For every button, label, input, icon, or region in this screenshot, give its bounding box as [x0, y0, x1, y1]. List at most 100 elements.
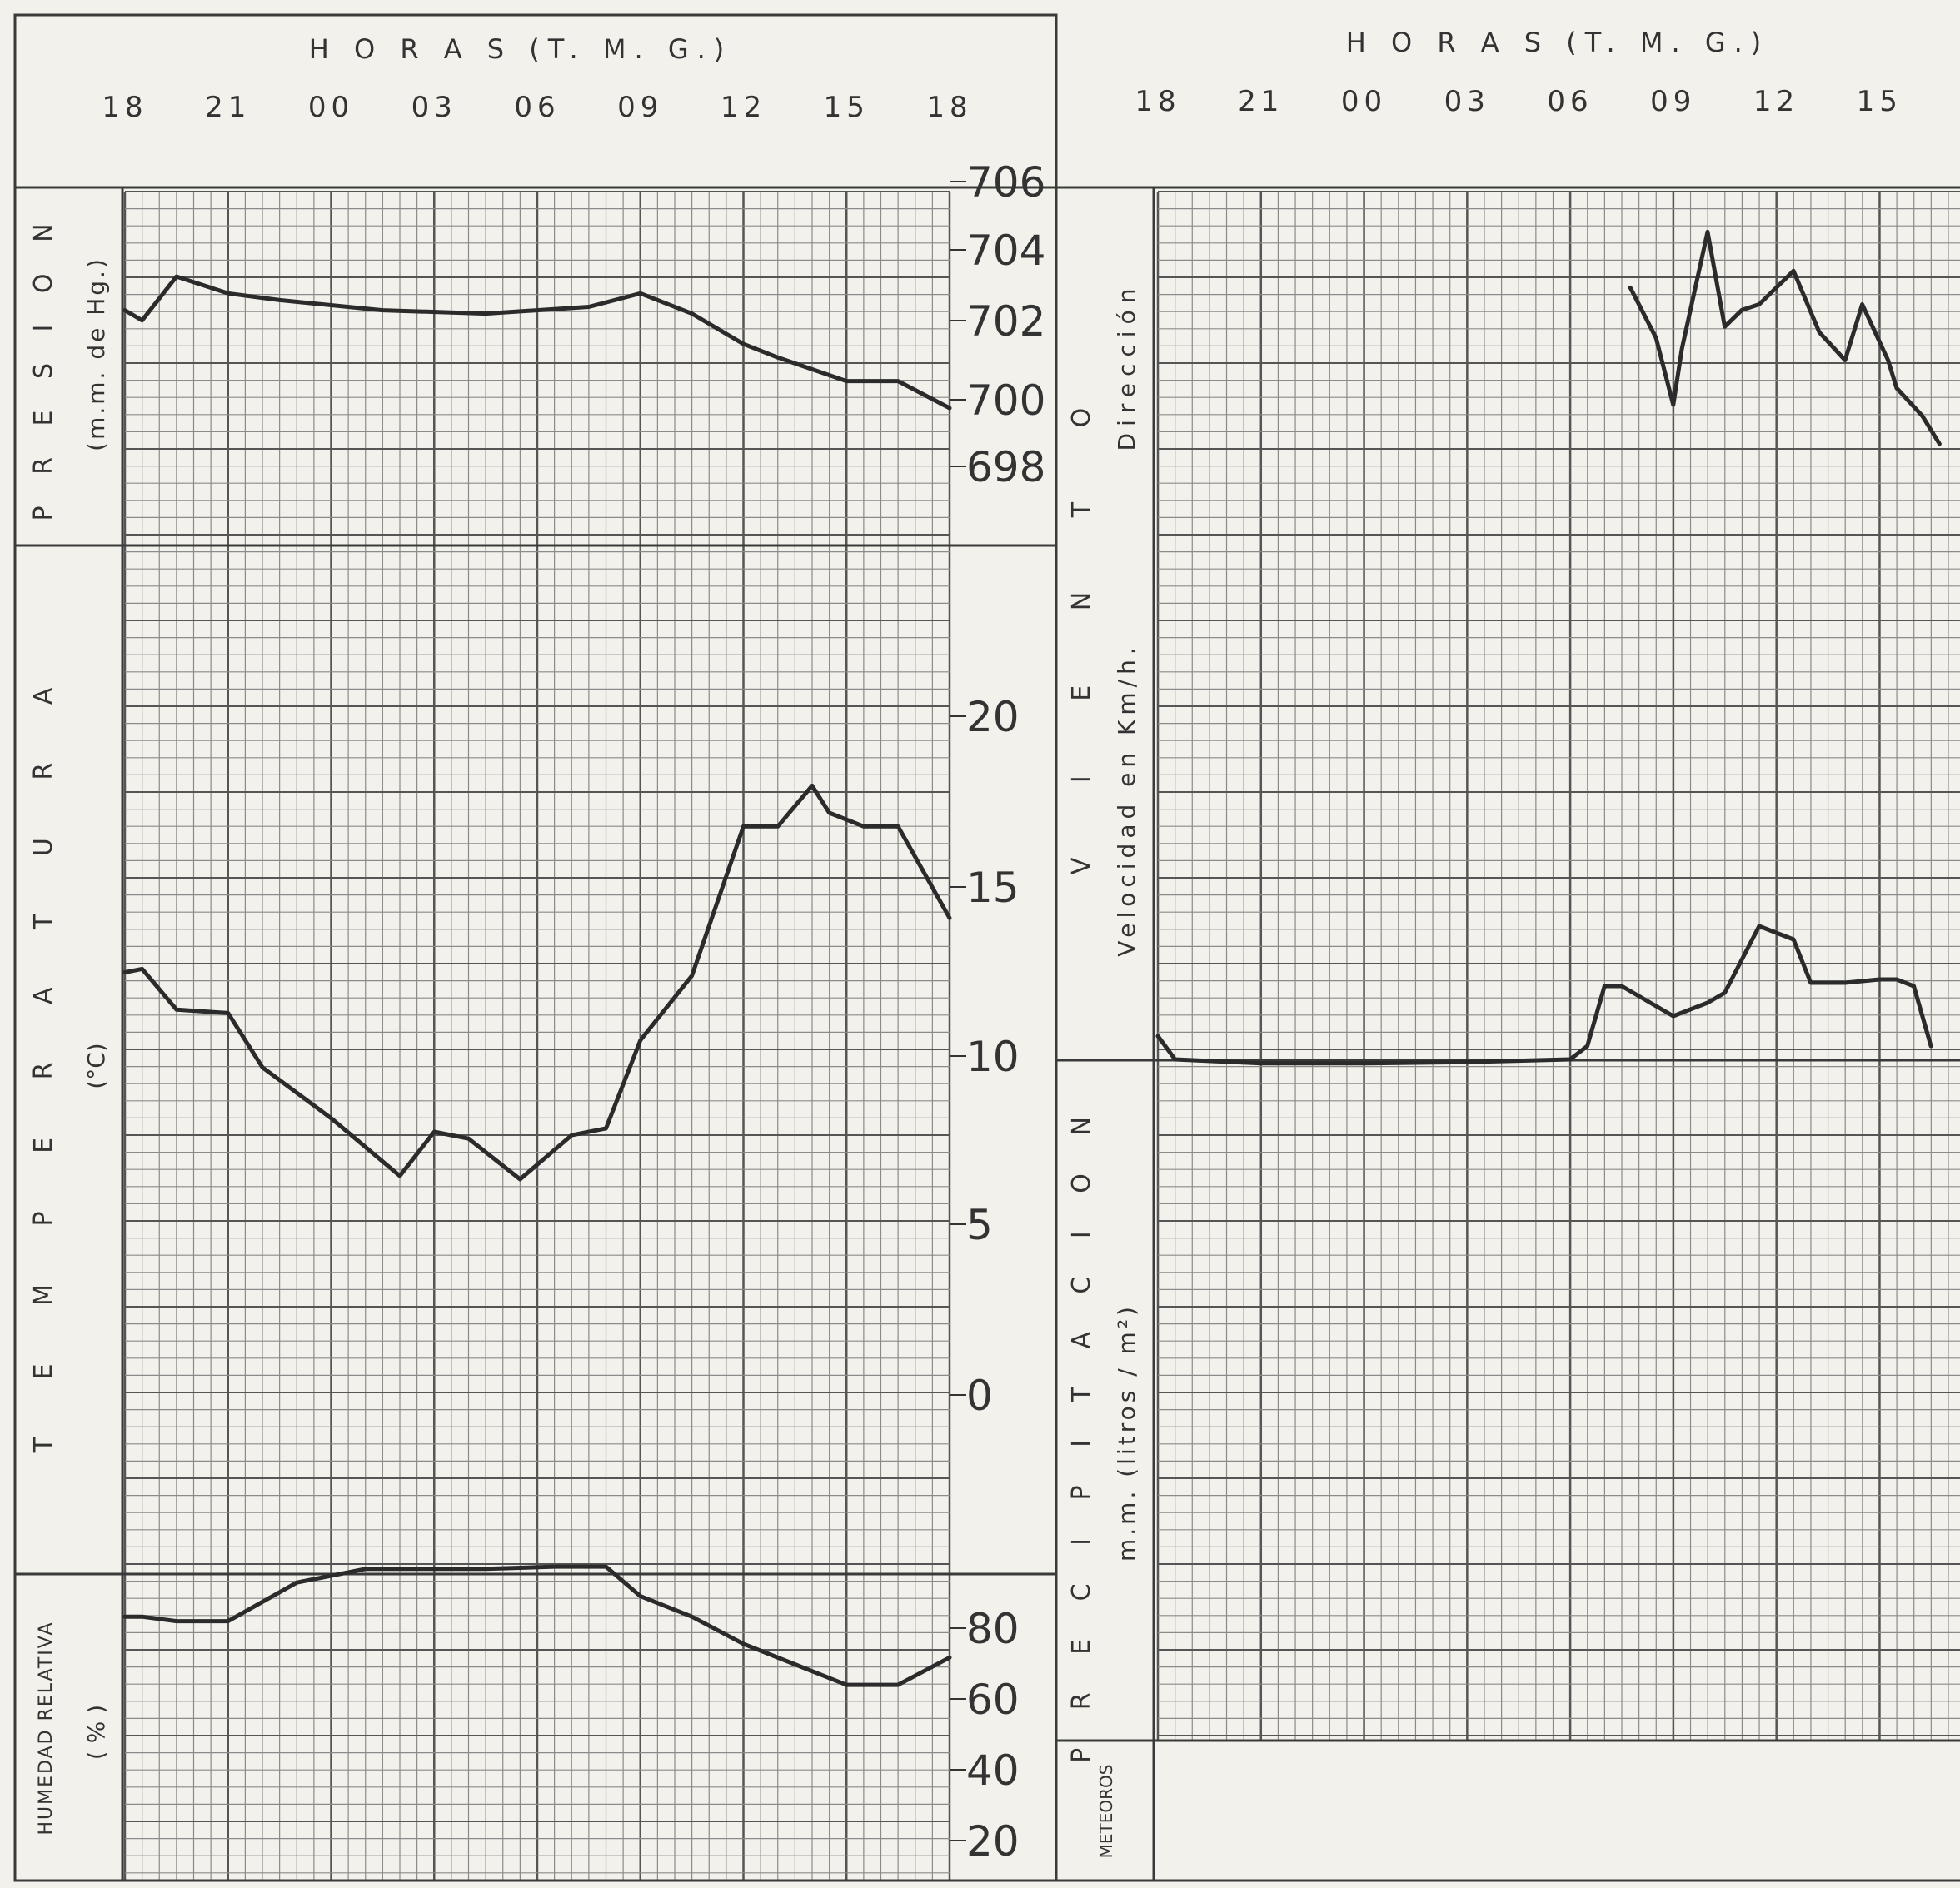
data-point: [1723, 325, 1727, 329]
y-tick-label: 0: [966, 1372, 993, 1420]
data-point: [1878, 977, 1882, 982]
data-point: [1843, 358, 1848, 362]
presion-unit: (m.m. de Hg.): [82, 257, 110, 451]
data-point: [586, 305, 591, 309]
y-tick-label: 20: [966, 1817, 1020, 1866]
humedad-unit: ( % ): [82, 1705, 110, 1760]
data-point: [466, 1136, 471, 1141]
hour-tick-label: 00: [1341, 85, 1387, 118]
y-tick-label: 15: [966, 864, 1020, 912]
data-point: [1757, 302, 1762, 306]
data-point: [1860, 302, 1864, 306]
precipitacion-unit: m.m. (litros / m²): [1113, 1303, 1140, 1562]
data-point: [741, 824, 746, 829]
data-point: [226, 291, 230, 296]
data-series: [122, 229, 1942, 1687]
hour-tick-label: 15: [824, 91, 870, 124]
hour-ticks-left: 18 21 00 03 06 09 12 15 18: [102, 91, 972, 124]
data-point: [122, 970, 127, 974]
precipitacion-title: P R E C I P I T A C I O N: [1067, 1102, 1096, 1763]
data-point: [174, 1008, 179, 1012]
hour-tick-label: 06: [1547, 85, 1593, 118]
hours-header-left: H O R A S (T. M. G.): [309, 33, 733, 65]
data-point: [604, 1126, 608, 1131]
hours-header-right: H O R A S (T. M. G.): [1346, 27, 1770, 58]
meteoros-title: METEOROS: [1096, 1765, 1116, 1859]
series-line: [1628, 229, 1942, 446]
data-point: [1808, 980, 1813, 985]
data-point: [397, 1173, 402, 1178]
data-point: [1791, 937, 1796, 942]
data-point: [140, 1614, 144, 1619]
data-point: [947, 1656, 952, 1660]
data-point: [827, 810, 831, 815]
temperatura-title: T E M P E R A T U R A: [29, 663, 58, 1454]
data-point: [1568, 1057, 1573, 1062]
y-tick-label: 40: [966, 1746, 1020, 1795]
data-point: [140, 318, 144, 322]
data-point: [1671, 402, 1675, 407]
data-point: [861, 824, 866, 829]
hour-tick-label: 12: [1753, 85, 1799, 118]
data-point: [1465, 1060, 1469, 1064]
data-point: [1516, 1059, 1521, 1063]
y-tick-label: 704: [966, 227, 1045, 275]
y-tick-label: 698: [966, 443, 1045, 491]
temperatura-unit: (°C): [82, 1043, 110, 1088]
data-point: [1817, 330, 1822, 335]
data-point: [810, 784, 815, 788]
y-tick-label: 10: [966, 1033, 1020, 1081]
data-point: [690, 974, 694, 978]
viento-velocidad-label: Velocidad en Km/h.: [1113, 642, 1140, 957]
hour-tick-label: 18: [1135, 85, 1180, 118]
hour-tick-label: 18: [102, 91, 147, 124]
data-point: [226, 1011, 230, 1015]
hour-tick-label: 21: [205, 91, 251, 124]
data-point: [741, 1641, 746, 1646]
hour-tick-label: 00: [308, 91, 354, 124]
data-point: [277, 298, 282, 302]
hour-tick-label: 03: [411, 91, 457, 124]
data-point: [1920, 414, 1925, 418]
y-tick-label: 706: [966, 158, 1045, 207]
data-point: [776, 824, 780, 829]
y-tick-label: 700: [966, 376, 1045, 425]
data-point: [381, 308, 385, 312]
data-point: [1259, 1061, 1263, 1066]
data-point: [1362, 1061, 1366, 1066]
data-point: [1791, 269, 1796, 273]
hour-tick-label: 09: [617, 91, 663, 124]
hour-tick-label: 12: [721, 91, 766, 124]
hour-tick-label: 09: [1650, 85, 1696, 118]
data-point: [845, 379, 849, 383]
data-point: [690, 311, 694, 316]
right-grid: [1156, 191, 1960, 1741]
y-tick-label: 80: [966, 1605, 1020, 1653]
data-point: [1894, 386, 1899, 391]
data-point: [363, 1567, 367, 1572]
hour-ticks-right: 18 21 00 03 06 09 12 15: [1135, 85, 1903, 118]
data-point: [174, 274, 179, 279]
y-tick-label: 20: [966, 693, 1020, 741]
panel-borders: [13, 13, 1960, 1882]
hour-tick-label: 15: [1857, 85, 1903, 118]
data-point: [1705, 1000, 1710, 1005]
data-point: [895, 379, 900, 383]
y-tick-label: 60: [966, 1676, 1020, 1724]
data-point: [1628, 286, 1633, 290]
hour-tick-label: 18: [926, 91, 972, 124]
data-point: [295, 1581, 299, 1585]
data-point: [1912, 984, 1916, 989]
viento-title: V I E N T O: [1067, 375, 1096, 874]
data-point: [1757, 924, 1762, 929]
data-point: [260, 1065, 265, 1069]
data-point: [1653, 336, 1658, 340]
data-point: [1173, 1057, 1177, 1062]
data-point: [1619, 984, 1624, 989]
data-point: [1928, 1044, 1933, 1049]
y-tick-label: 5: [966, 1201, 993, 1249]
data-point: [122, 1614, 127, 1619]
data-point: [518, 1177, 522, 1182]
hour-tick-label: 03: [1444, 85, 1490, 118]
